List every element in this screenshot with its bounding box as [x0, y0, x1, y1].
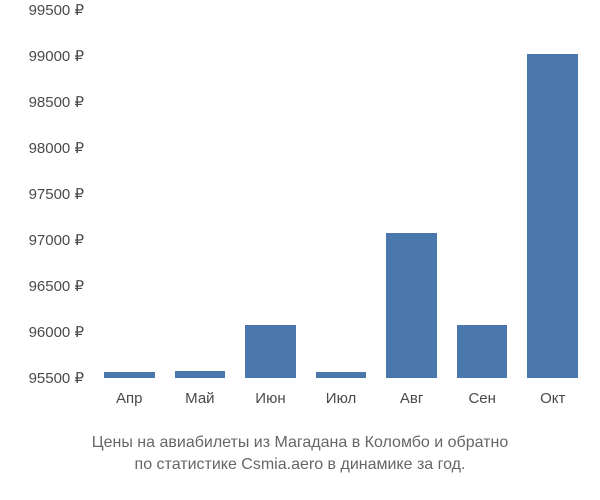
y-tick-label: 96000 ₽ [29, 323, 84, 341]
bar [104, 372, 155, 378]
bar [527, 54, 578, 378]
bar [175, 371, 226, 378]
chart-caption: Цены на авиабилеты из Магадана в Коломбо… [0, 432, 600, 475]
x-tick-label: Май [175, 384, 226, 407]
x-tick-label: Сен [457, 384, 508, 407]
x-axis: Апр Май Июн Июл Авг Сен Окт [96, 384, 586, 407]
y-tick-label: 98500 ₽ [29, 93, 84, 111]
price-chart: 95500 ₽ 96000 ₽ 96500 ₽ 97000 ₽ 97500 ₽ 98000… [0, 0, 600, 420]
caption-line-1: Цены на авиабилеты из Магадана в Коломбо… [92, 434, 508, 451]
plot-area [96, 10, 586, 378]
y-tick-label: 96500 ₽ [29, 277, 84, 295]
x-tick-label: Авг [386, 384, 437, 407]
bar [457, 325, 508, 378]
x-tick-label: Июн [245, 384, 296, 407]
y-tick-label: 99000 ₽ [29, 47, 84, 65]
bars-container [96, 10, 586, 378]
y-tick-label: 97000 ₽ [29, 231, 84, 249]
y-tick-label: 98000 ₽ [29, 139, 84, 157]
bar [245, 325, 296, 378]
x-tick-label: Июл [316, 384, 367, 407]
y-tick-label: 99500 ₽ [29, 1, 84, 19]
y-tick-label: 95500 ₽ [29, 369, 84, 387]
bar [316, 372, 367, 378]
x-tick-label: Окт [527, 384, 578, 407]
caption-line-2: по статистике Csmia.aero в динамике за г… [135, 456, 466, 473]
y-tick-label: 97500 ₽ [29, 185, 84, 203]
y-axis: 95500 ₽96000 ₽96500 ₽97000 ₽97500 ₽98000… [0, 0, 90, 380]
bar [386, 233, 437, 378]
x-tick-label: Апр [104, 384, 155, 407]
